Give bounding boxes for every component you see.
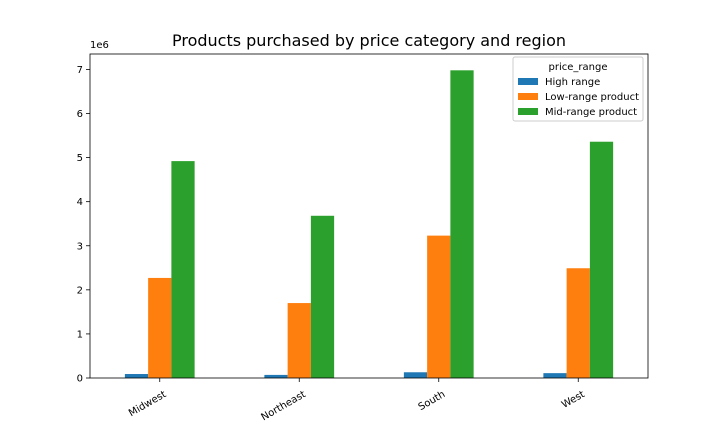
bar-high-range-south [403,372,428,378]
bar-high-range-midwest [124,374,149,378]
chart-title: Products purchased by price category and… [172,31,566,50]
bar-high-range-northeast [264,374,288,378]
bar-low-range-product-midwest [148,277,172,378]
legend-swatch [518,93,538,100]
x-tick-label: Midwest [127,389,168,419]
x-tick-label: Northeast [259,389,307,423]
legend-entry-label: Low-range product [545,92,639,103]
bar-low-range-product-south [427,235,451,378]
legend-swatch [518,78,538,85]
plot-frame [89,53,649,379]
x-tick-label: West [560,389,587,411]
legend-title: price_range [549,62,608,73]
y-tick-label: 3 [77,241,83,252]
bar-mid-range-product-midwest [171,161,195,378]
y-tick-label: 6 [77,109,83,120]
y-tick-label: 2 [77,285,83,296]
y-tick-label: 5 [77,153,83,164]
bar-low-range-product-northeast [287,303,311,378]
legend-swatch [518,108,538,115]
x-tick-label: South [417,389,448,413]
y-axis-offset-label: 1e6 [90,40,109,51]
y-tick-label: 1 [77,329,83,340]
bar-mid-range-product-south [450,70,474,378]
legend-box [512,56,644,122]
bar-mid-range-product-west [589,141,614,378]
bar-high-range-west [543,373,567,378]
y-tick-label: 7 [77,65,83,76]
y-tick-label: 0 [77,374,83,385]
legend-entry-label: High range [545,77,600,88]
legend-entry-label: Mid-range product [545,107,637,118]
bar-mid-range-product-northeast [310,215,335,378]
y-tick-label: 4 [77,197,83,208]
bars-group [124,70,614,378]
legend: price_range High range Low-range product Mi… [512,56,644,122]
bar-low-range-product-west [566,268,590,378]
